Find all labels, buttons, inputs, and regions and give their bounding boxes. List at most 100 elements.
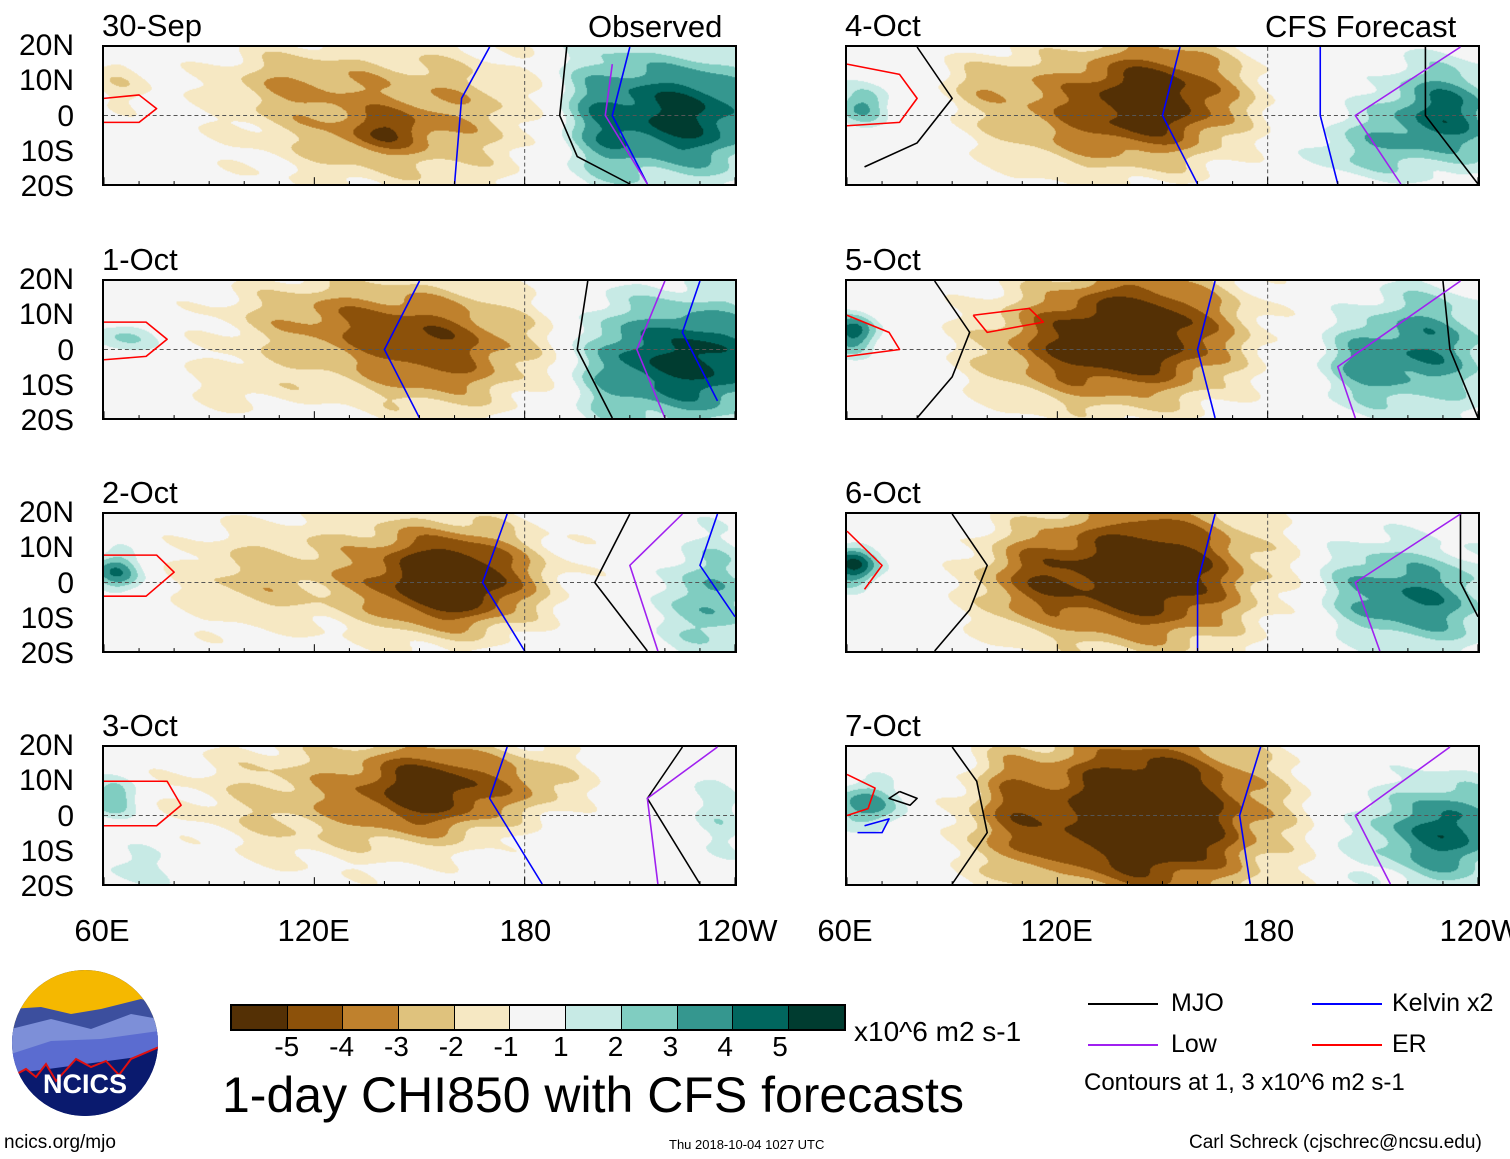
low-contour: [1354, 513, 1461, 652]
y-tick-label: 10S: [20, 834, 74, 868]
y-tick-label: 20N: [18, 496, 74, 529]
mjo-contour: [864, 46, 953, 168]
y-tick-label: 10N: [18, 298, 74, 332]
map-panel-7-Oct: [845, 745, 1480, 886]
low-contour: [1354, 46, 1461, 185]
colorbar-swatch: [510, 1006, 567, 1029]
colorbar-swatch: [454, 1006, 511, 1029]
mjo-contour: [951, 746, 989, 885]
contours-note: Contours at 1, 3 x10^6 m2 s-1: [1084, 1069, 1405, 1096]
low-contour: [646, 746, 718, 885]
kelvin-contour: [1319, 47, 1339, 185]
low-contour: [629, 513, 683, 652]
kelvin-contour: [699, 513, 736, 618]
map-panel-2-Oct: [102, 512, 737, 653]
colorbar: [230, 1004, 846, 1031]
y-tick-label: 0: [57, 566, 74, 600]
colorbar-label: 3: [662, 1031, 679, 1062]
map-panel-5-Oct: [845, 279, 1480, 420]
colorbar-swatch: [399, 1006, 455, 1029]
x-tick-label: 60E: [817, 913, 873, 948]
y-tick-label: 20S: [20, 170, 74, 203]
observed-column-title: Observed: [588, 9, 723, 44]
y-tick-label: 10N: [18, 531, 74, 565]
colorbar-label: 1: [553, 1031, 569, 1062]
map-panel-4-Oct: [845, 45, 1480, 186]
timestamp: Thu 2018-10-04 1027 UTC: [669, 1137, 825, 1152]
colorbar-label: 4: [717, 1031, 733, 1062]
legend-kelvin-line: [1312, 1003, 1382, 1005]
y-tick-label: 20N: [18, 263, 74, 296]
legend-kelvin-label: Kelvin x2: [1392, 989, 1494, 1017]
colorbar-label: -1: [493, 1031, 519, 1062]
y-tick-label: 10N: [18, 764, 74, 798]
x-tick-label: 180: [499, 913, 552, 948]
colorbar-units: x10^6 m2 s-1: [854, 1016, 1022, 1047]
y-tick-label: 10N: [18, 64, 74, 98]
y-tick-label: 20S: [20, 404, 74, 437]
x-tick-label: 180: [1242, 913, 1295, 948]
panel-date: 4-Oct: [845, 8, 921, 43]
low-contour: [1354, 746, 1451, 885]
panel-date: 6-Oct: [845, 475, 921, 510]
site-link[interactable]: ncics.org/mjo: [4, 1132, 116, 1153]
map-panel-6-Oct: [845, 512, 1480, 653]
ncics-logo: NCICS: [12, 970, 158, 1116]
colorbar-label: -4: [329, 1031, 355, 1062]
colorbar-label: -3: [383, 1031, 409, 1062]
colorbar-swatch: [232, 1006, 288, 1029]
x-tick-label: 120W: [1439, 913, 1510, 948]
mjo-contour: [934, 513, 989, 652]
colorbar-swatch: [788, 1006, 844, 1029]
er-contour: [103, 321, 168, 361]
kelvin-contour: [488, 746, 543, 885]
kelvin-contour: [383, 280, 421, 419]
x-tick-label: 120W: [696, 913, 778, 948]
mjo-contour: [558, 46, 631, 185]
er-contour: [846, 63, 918, 127]
x-tick-label: 60E: [74, 913, 130, 948]
panel-date: 2-Oct: [102, 475, 178, 510]
legend-mjo-line: [1088, 1003, 1158, 1005]
er-contour: [846, 773, 876, 817]
kelvin-contour: [481, 513, 526, 652]
mjo-contour: [1459, 514, 1479, 618]
mjo-contour: [1442, 280, 1479, 419]
er-contour: [972, 307, 1045, 334]
low-contour: [636, 280, 666, 419]
logo-text: NCICS: [43, 1069, 127, 1099]
map-panel-3-Oct: [102, 745, 737, 886]
legend-er-label: ER: [1392, 1030, 1427, 1058]
panel-date: 5-Oct: [845, 242, 921, 277]
mjo-contour: [576, 280, 614, 419]
y-tick-label: 10S: [20, 368, 74, 402]
x-tick-label: 120E: [277, 913, 350, 948]
er-contour: [846, 314, 901, 358]
colorbar-swatch: [621, 1006, 678, 1029]
er-contour: [104, 554, 175, 597]
low-contour: [1336, 280, 1461, 419]
panel-date: 30-Sep: [102, 8, 202, 43]
y-tick-label: 10S: [20, 601, 74, 635]
map-panel-30-Sep: [102, 45, 737, 186]
y-tick-label: 20N: [18, 29, 74, 62]
map-panel-1-Oct: [102, 279, 737, 420]
legend-er-line: [1312, 1044, 1382, 1046]
y-tick-label: 20S: [20, 870, 74, 903]
credit: Carl Schreck (cjschrec@ncsu.edu): [1189, 1132, 1482, 1153]
colorbar-label: -5: [274, 1031, 300, 1062]
y-tick-label: 0: [57, 799, 74, 833]
chart-title: 1-day CHI850 with CFS forecasts: [222, 1067, 964, 1123]
colorbar-swatch: [677, 1006, 734, 1029]
x-tick-label: 120E: [1020, 913, 1093, 948]
kelvin-contour: [453, 46, 491, 185]
kelvin-contour: [1161, 46, 1199, 185]
er-contour: [846, 530, 883, 590]
mjo-contour: [888, 790, 918, 807]
y-tick-label: 20N: [18, 729, 74, 762]
low-contour: [604, 64, 649, 185]
kelvin-contour: [1196, 280, 1216, 419]
y-tick-label: 20S: [20, 637, 74, 670]
kelvin-contour: [681, 280, 719, 402]
